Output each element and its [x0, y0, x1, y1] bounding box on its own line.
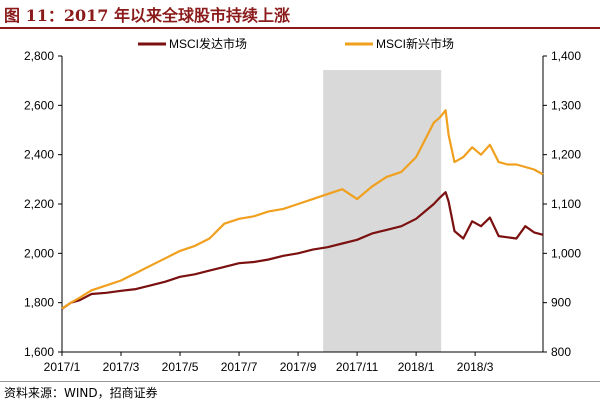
axes: [61, 56, 544, 353]
legend-label-2: MSCI新兴市场: [376, 36, 454, 51]
legend-label-1: MSCI发达市场: [169, 36, 247, 51]
left-axis-ticks: 1,600 1,800 2,000 2,200 2,400 2,600 2,800: [24, 49, 62, 359]
left-tick-label: 2,200: [24, 197, 54, 211]
x-tick-label: 2017/3: [103, 360, 140, 374]
line-chart: 1,600 1,800 2,000 2,200 2,400 2,600 2,800 800 9…: [24, 36, 581, 374]
left-tick-label: 1,800: [24, 296, 54, 310]
right-axis-ticks: 800 900 1,000 1,100 1,200 1,300 1,400: [543, 49, 581, 359]
title-rule: [0, 27, 600, 29]
x-tick-label: 2018/3: [457, 360, 494, 374]
left-tick-label: 1,600: [24, 345, 54, 359]
series-line-2: [61, 109, 544, 310]
series-line-1: [61, 191, 544, 310]
series-layer: [61, 109, 544, 310]
left-tick-label: 2,000: [24, 246, 54, 260]
right-tick-label: 1,400: [551, 49, 581, 63]
x-tick-label: 2017/9: [280, 360, 317, 374]
right-tick-label: 1,100: [551, 197, 581, 211]
x-tick-label: 2017/11: [336, 360, 379, 374]
legend: MSCI发达市场 MSCI新兴市场: [138, 36, 454, 51]
x-axis-ticks: 2017/1 2017/3 2017/5 2017/7 2017/9 2017/11 201…: [44, 352, 494, 374]
left-tick-label: 2,400: [24, 148, 54, 162]
figure-title: 图 11：2017 年以来全球股市持续上涨: [4, 6, 290, 25]
x-tick-label: 2017/7: [221, 360, 258, 374]
right-tick-label: 1,200: [551, 148, 581, 162]
right-tick-label: 900: [551, 296, 571, 310]
x-tick-label: 2017/1: [44, 360, 81, 374]
shaded-period: [323, 70, 442, 352]
left-tick-label: 2,600: [24, 98, 54, 112]
right-tick-label: 1,300: [551, 98, 581, 112]
source-note: 资料来源：WIND，招商证券: [4, 386, 158, 400]
left-tick-label: 2,800: [24, 49, 54, 63]
right-tick-label: 1,000: [551, 246, 581, 260]
x-tick-label: 2018/1: [398, 360, 435, 374]
source-rule: [0, 381, 600, 382]
x-tick-label: 2017/5: [162, 360, 199, 374]
right-tick-label: 800: [551, 345, 571, 359]
